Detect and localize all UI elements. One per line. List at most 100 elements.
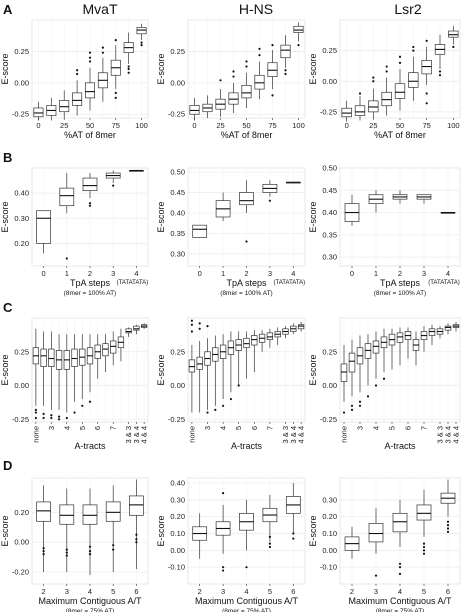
outlier-point xyxy=(214,408,217,411)
box xyxy=(381,91,392,107)
outlier-point xyxy=(42,416,45,420)
x-tick-label: 6 xyxy=(250,426,259,430)
x-tick-label: 25 xyxy=(60,121,68,130)
outlier-point xyxy=(88,400,92,403)
x-tick-label: 0 xyxy=(198,269,202,278)
box xyxy=(348,352,356,373)
outlier-point xyxy=(372,80,375,83)
y-axis-label: E-score xyxy=(156,515,166,546)
outlier-point xyxy=(190,330,193,333)
outlier-point xyxy=(366,395,370,398)
y-tick-label: -0.20 xyxy=(12,568,29,577)
box xyxy=(266,332,274,340)
y-tick-label: -0.25 xyxy=(12,415,29,424)
outlier-point xyxy=(422,542,426,545)
panel-label-a: A xyxy=(3,2,13,17)
outlier-point xyxy=(206,325,209,328)
box xyxy=(368,523,384,543)
column-title-mvat: MvaT xyxy=(83,1,118,17)
box xyxy=(444,325,452,331)
box xyxy=(189,105,200,115)
outlier-point xyxy=(50,416,53,420)
y-tick-label: 0.00 xyxy=(322,381,337,390)
outlier-point xyxy=(112,548,115,551)
x-tick-label: 0 xyxy=(350,269,354,278)
x-tick-label: 3 & 4 xyxy=(444,426,453,444)
box xyxy=(293,25,304,33)
x-axis-label: %AT of 8mer xyxy=(221,130,273,140)
y-tick-label: 0.25 xyxy=(14,47,29,56)
x-tick-label: 1 xyxy=(221,269,225,278)
outlier-point xyxy=(237,384,240,387)
x-tick-label: 2 xyxy=(244,269,248,278)
box xyxy=(396,332,404,343)
y-tick-label: 0.20 xyxy=(170,512,185,521)
y-axis-label: E-score xyxy=(308,201,318,232)
outlier-point xyxy=(245,240,248,243)
outlier-point xyxy=(101,46,104,49)
x-tick-label: 7 xyxy=(109,426,118,430)
x-tick-label: 3 xyxy=(356,426,365,430)
outlier-point xyxy=(88,51,92,54)
x-tick-label: 100 xyxy=(135,121,148,130)
tatatata-annotation: (TATATATA) xyxy=(274,280,306,286)
outlier-point xyxy=(135,538,138,541)
box xyxy=(428,328,436,336)
box xyxy=(421,60,432,75)
y-tick-label: 0.20 xyxy=(322,512,337,521)
box xyxy=(33,107,44,118)
y-tick-label: 0.10 xyxy=(170,529,185,538)
outlier-point xyxy=(425,39,428,42)
box xyxy=(125,328,132,334)
x-tick-label: 6 xyxy=(93,426,102,430)
panel-b-2: 0.30 0.35 0.40 0.45 0.50 0 1 2 3 4 (TATATATA) TpA s… xyxy=(156,168,306,297)
x-tick-label: 2 xyxy=(398,269,402,278)
outlier-point xyxy=(438,70,442,73)
x-tick-label: 4 & 4 xyxy=(452,426,461,444)
outlier-point xyxy=(292,532,295,535)
x-tick-label: 5 xyxy=(388,426,397,430)
outlier-point xyxy=(398,61,402,64)
outlier-point xyxy=(446,520,450,523)
x-tick-label: 7 xyxy=(420,426,429,430)
y-axis-label: E-score xyxy=(0,201,10,232)
x-tick-label: 4 xyxy=(62,426,71,430)
y-tick-label: 0.30 xyxy=(170,249,185,258)
x-tick-label: 3 xyxy=(111,269,115,278)
panel-c-2: -0.25 0.00 0.25 none 3 4 5 6 7 3 & 33 & 44 & 4 A-t… xyxy=(156,317,306,451)
box xyxy=(408,72,419,88)
outlier-point xyxy=(232,70,235,73)
y-tick-label: 0.40 xyxy=(14,189,29,198)
x-axis-label: TpA steps xyxy=(70,278,111,288)
outlier-point xyxy=(34,411,37,414)
outlier-point xyxy=(65,554,68,557)
outlier-point xyxy=(446,524,450,527)
x-tick-label: 1 xyxy=(374,269,378,278)
x-tick-label: none xyxy=(31,426,40,443)
outlier-point xyxy=(65,548,68,551)
x-tick-label: 4 xyxy=(244,587,248,596)
box xyxy=(102,343,109,357)
outlier-point xyxy=(385,65,388,68)
box xyxy=(251,335,258,346)
outlier-point xyxy=(112,544,115,547)
outlier-point xyxy=(135,533,138,536)
outlier-point xyxy=(127,65,130,68)
outlier-point xyxy=(34,416,37,420)
x-tick-label: 2 xyxy=(350,587,354,596)
box xyxy=(448,30,459,38)
x-tick-label: 3 & 3 xyxy=(436,426,445,444)
box xyxy=(59,187,75,207)
outlier-point xyxy=(422,549,426,552)
x-tick-label: 4 xyxy=(446,269,450,278)
box xyxy=(105,501,121,522)
x-axis-label: Maximum Contiguous A/T xyxy=(38,596,142,606)
outlier-point xyxy=(372,76,375,79)
outlier-point xyxy=(190,323,193,326)
outlier-point xyxy=(76,72,79,76)
x-tick-label: 4 & 4 xyxy=(297,426,306,444)
outlier-point xyxy=(198,322,201,325)
x-tick-label: 25 xyxy=(369,121,377,130)
outlier-point xyxy=(114,91,117,94)
